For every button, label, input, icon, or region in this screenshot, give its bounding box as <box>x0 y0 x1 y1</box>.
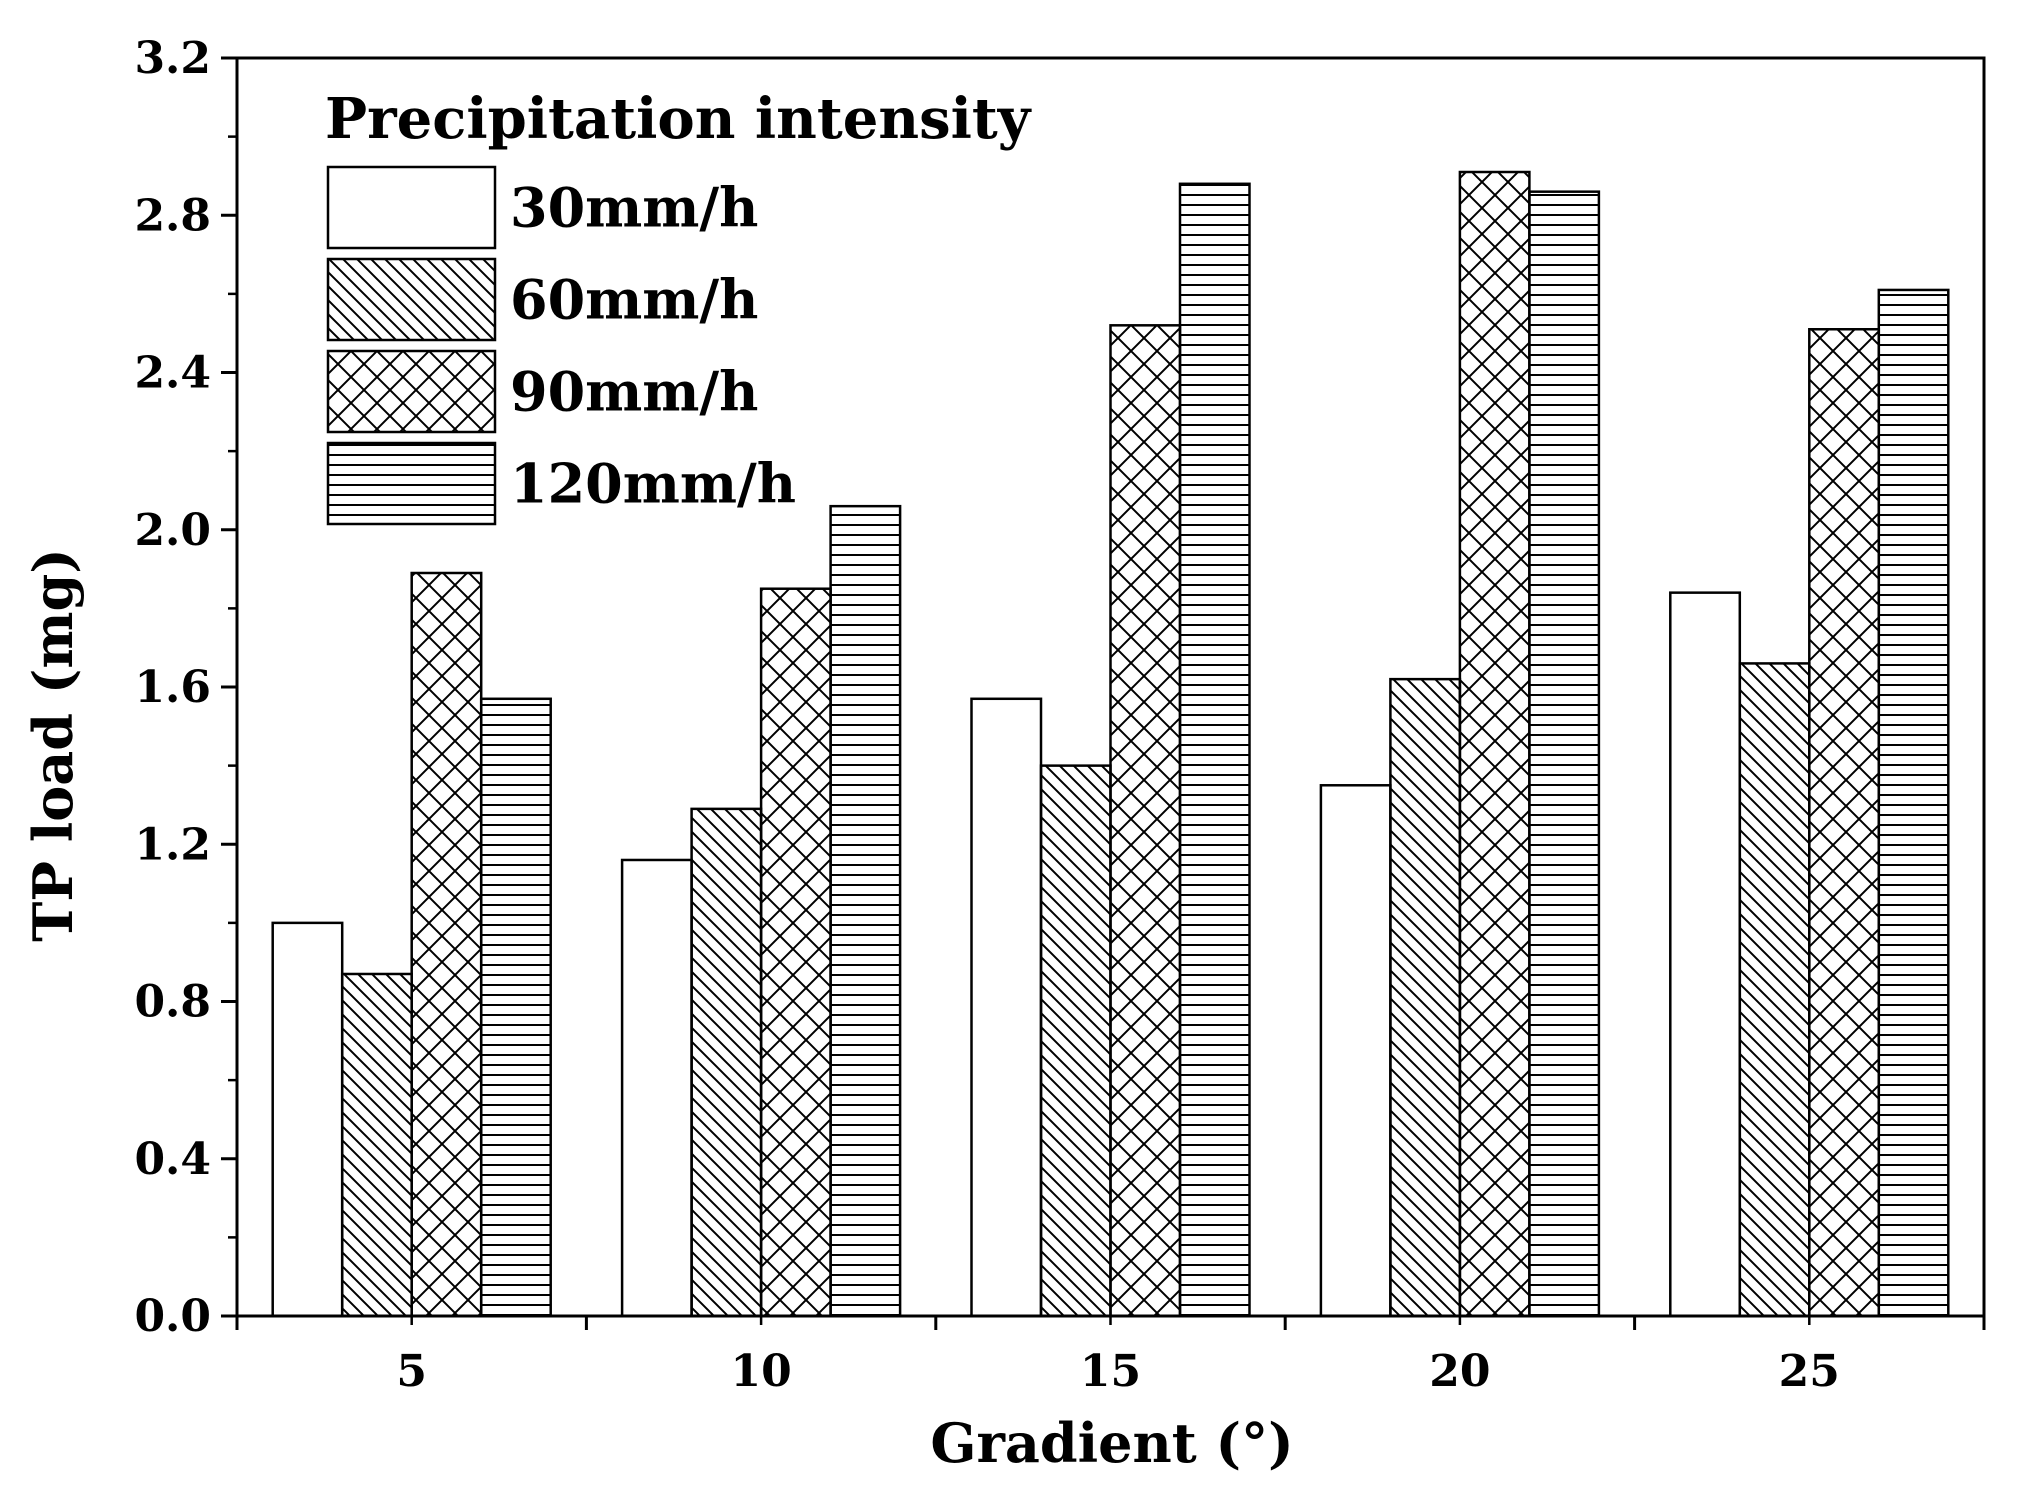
bar-90mmh-25 <box>1808 328 1881 1318</box>
legend-title: Precipitation intensity <box>325 86 1032 152</box>
bar-120mmh-10 <box>829 504 902 1318</box>
bar-30mmh-20 <box>1319 784 1392 1318</box>
bar-30mmh-15 <box>970 697 1043 1318</box>
bar-60mmh-10 <box>690 807 763 1318</box>
bar-60mmh-5 <box>340 972 413 1318</box>
bar-60mmh-20 <box>1389 677 1462 1318</box>
y-tick-label: 2.8 <box>134 190 211 241</box>
bar-120mmh-25 <box>1877 288 1950 1318</box>
x-tick-label: 20 <box>1429 1346 1490 1397</box>
x-tick-label: 10 <box>730 1346 791 1397</box>
legend: Precipitation intensity 30mm/h 60mm/h 90mm/… <box>325 86 1032 526</box>
legend-swatch <box>326 441 497 526</box>
legend-swatch <box>326 257 497 342</box>
x-axis-title: Gradient (°) <box>930 1411 1293 1475</box>
legend-label: 90mm/h <box>510 360 758 424</box>
bar-60mmh-15 <box>1039 764 1112 1318</box>
legend-label: 30mm/h <box>510 176 758 240</box>
bar-90mmh-5 <box>410 571 483 1318</box>
y-tick-label: 1.2 <box>134 819 211 870</box>
y-tick-label: 2.4 <box>134 348 211 399</box>
bar-90mmh-10 <box>759 587 832 1318</box>
x-tick-label: 5 <box>396 1346 427 1397</box>
bar-90mmh-15 <box>1109 324 1182 1318</box>
y-tick-label: 3.2 <box>134 33 211 84</box>
bar-30mmh-5 <box>271 921 344 1318</box>
legend-swatch <box>326 349 497 434</box>
x-tick-label: 25 <box>1779 1346 1840 1397</box>
y-tick-label: 0.4 <box>134 1134 211 1185</box>
x-tick-label: 15 <box>1080 1346 1141 1397</box>
bar-120mmh-5 <box>479 697 552 1318</box>
legend-swatch <box>326 165 497 250</box>
y-tick-label: 2.0 <box>134 505 211 556</box>
y-tick-label: 1.6 <box>134 662 211 713</box>
y-tick-label: 0.8 <box>134 977 211 1028</box>
bar-90mmh-20 <box>1458 170 1531 1318</box>
y-axis-title: TP load (mg) <box>21 548 85 942</box>
bar-30mmh-25 <box>1669 591 1742 1318</box>
plot-area: 0.0 0.4 0.8 1.2 1.6 2.0 2.4 2.8 3.2 5 10 15 20 25 <box>134 33 1986 1397</box>
legend-label: 120mm/h <box>510 452 796 516</box>
y-tick-label: 0.0 <box>134 1291 211 1342</box>
bar-60mmh-25 <box>1738 662 1811 1318</box>
legend-label: 60mm/h <box>510 268 758 332</box>
bar-120mmh-20 <box>1528 190 1601 1318</box>
bar-30mmh-10 <box>620 858 693 1318</box>
bar-120mmh-15 <box>1178 182 1251 1318</box>
